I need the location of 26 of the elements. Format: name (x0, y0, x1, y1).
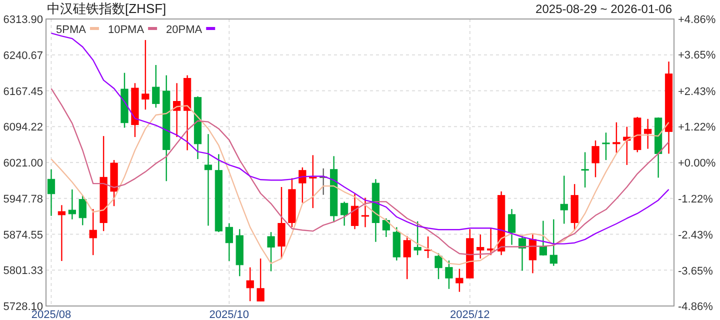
y2-tick-label: +0.00% (678, 158, 716, 170)
y2-tick-label: +4.86% (678, 14, 716, 26)
x-tick-label: 2025/08 (31, 309, 72, 320)
y2-tick-label: -2.43% (678, 229, 714, 242)
y2-tick-label: +3.65% (678, 50, 716, 62)
x-tick-label: 2025/12 (450, 309, 490, 320)
legend: 5PMA 10PMA 20PMA (56, 24, 216, 36)
y-tick-label: 5947.78 (3, 193, 43, 206)
subtitle: 2025-08-29 ~ 2026-01-06 (536, 2, 672, 16)
y-tick-label: 6313.90 (3, 14, 43, 26)
y-tick-label: 6167.45 (3, 86, 43, 98)
x-tick-label: 2025/10 (209, 309, 250, 320)
y2-tick-label: -1.22% (678, 194, 714, 206)
title: 中汉硅铁指数[ZHSF] (47, 1, 166, 16)
y2-tick-label: -4.86% (678, 301, 714, 313)
legend-label: 20PMA (166, 24, 203, 36)
y2-tick-label: -3.65% (678, 265, 714, 278)
y-tick-label: 5874.55 (3, 229, 43, 242)
y-tick-label: 6094.22 (3, 122, 43, 134)
legend-label: 5PMA (56, 24, 87, 36)
y-tick-label: 6021.00 (3, 158, 43, 170)
y2-tick-label: +2.43% (678, 86, 716, 98)
y2-tick-label: +1.22% (678, 121, 716, 134)
y-tick-label: 6240.67 (3, 50, 43, 62)
legend-label: 10PMA (108, 24, 145, 36)
y-tick-label: 5801.33 (3, 265, 43, 278)
